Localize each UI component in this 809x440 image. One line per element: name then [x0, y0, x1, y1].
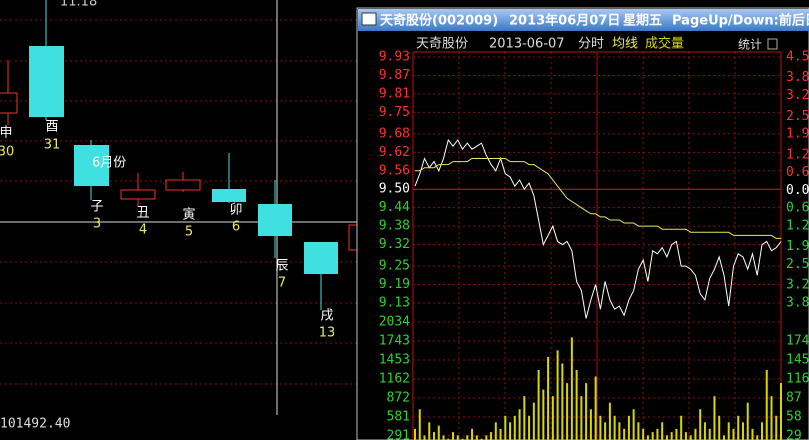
plot: 9.93 9.87 9.81 9.75 9.68 9.62 9.56 9.50 9.44 9.38… [379, 50, 809, 440]
volume-tick-label: 581 [387, 410, 410, 425]
average-line [415, 158, 781, 239]
y2-tick-label: 0.6 [786, 201, 809, 216]
y-tick-label: 9.19 [379, 277, 410, 292]
y-tick-label: 9.93 [379, 50, 410, 65]
y-tick-label: 9.87 [379, 68, 410, 83]
y-tick-label: 9.81 [379, 86, 410, 101]
bottom-label: 101492.40 [0, 417, 70, 432]
background-chart: 11.18 101492.40 6月份 申 30 酉 31 子 3 丑 4 寅 5 卯 6 辰 7 戌 13 [0, 0, 360, 432]
price-line [414, 138, 782, 319]
candle-day: 30 [0, 145, 14, 160]
stats-icon[interactable] [767, 38, 778, 50]
candle-label: 戌 [320, 309, 333, 324]
y-tick-label: 9.32 [379, 237, 410, 252]
volume-y2-tick-label: 29 [786, 428, 802, 440]
candle-label: 寅 [182, 207, 195, 223]
y2-tick-label: 1.9 [786, 127, 809, 142]
y-tick-label: 9.56 [379, 163, 410, 178]
volume-y2-tick-label: 58 [786, 410, 802, 425]
y-tick-label: 9.38 [379, 219, 410, 234]
popup-window: 天奇股份(002009) 2013年06月07日 星期五 PageUp/Down… [356, 7, 809, 440]
y2-tick-label: 1.9 [786, 239, 809, 254]
candle-label: 卯 [229, 203, 242, 218]
y2-tick-label: 1.2 [786, 147, 809, 162]
volume-tick-label: 872 [387, 390, 410, 405]
candle-day: 6 [232, 220, 240, 235]
legend-avg: 均线 [612, 37, 638, 52]
y-tick-label: 9.68 [379, 126, 410, 141]
window-title-hint: PageUp/Down:前后日 [672, 13, 809, 29]
candle-day: 3 [93, 217, 101, 232]
y-tick-label: 9.50 [379, 182, 410, 197]
candle-day: 7 [278, 276, 286, 291]
chart-date: 2013-06-07 [489, 37, 565, 52]
candle-day: 31 [44, 138, 61, 153]
window-icon [361, 12, 377, 26]
candle-day: 13 [319, 326, 336, 341]
top-label: 11.18 [60, 0, 97, 10]
candle-label: 酉 [45, 120, 58, 135]
y-tick-label: 9.25 [379, 259, 410, 274]
y-tick-label: 9.44 [379, 200, 410, 215]
y2-tick-label: 4.5 [786, 50, 809, 65]
volume-tick-label: 1453 [379, 353, 410, 368]
volume-tick-label: 1743 [379, 334, 410, 349]
candle-day: 4 [139, 223, 147, 238]
month-label: 6月份 [92, 156, 126, 171]
window-title: 天奇股份(002009) [380, 13, 498, 29]
y2-tick-label: 0.6 [786, 165, 809, 180]
title-bar [358, 9, 809, 31]
volume-y2-tick-label: 174 [786, 334, 809, 349]
y2-tick-label: 2.5 [786, 109, 809, 124]
candle-label: 申 [0, 126, 13, 141]
candles [0, 0, 360, 310]
y-tick-label: 9.13 [379, 296, 410, 311]
volume-tick-label: 2034 [379, 315, 410, 330]
y2-tick-label: 3.8 [786, 296, 809, 311]
y2-tick-label: 0.00 [786, 183, 809, 198]
volume-tick-label: 1162 [379, 372, 410, 387]
y-tick-label: 9.75 [379, 105, 410, 120]
chart-title: 天奇股份 [416, 36, 468, 52]
candle-label: 子 [90, 200, 103, 215]
candle-label: 丑 [136, 206, 149, 221]
candle-day: 5 [185, 225, 193, 240]
y2-tick-label: 3.2 [786, 278, 809, 293]
y2-tick-label: 3.8 [786, 70, 809, 85]
y2-tick-label: 3.2 [786, 88, 809, 103]
candle-labels: 申 30 酉 31 子 3 丑 4 寅 5 卯 6 辰 7 戌 13 [0, 120, 335, 341]
mode-label: 分时 [578, 37, 604, 52]
y2-tick-label: 1.2 [786, 218, 809, 233]
volume-tick-label: 291 [387, 428, 410, 440]
window-title-weekday: 星期五 [623, 14, 662, 29]
y-tick-label: 9.62 [379, 145, 410, 160]
volume-y2-tick-label: 87 [786, 390, 802, 405]
candle-label: 辰 [275, 259, 288, 274]
volume-y2-tick-label: 116 [786, 372, 809, 387]
y2-tick-label: 2.5 [786, 257, 809, 272]
stats-button[interactable]: 统计 [738, 38, 762, 52]
window-title-date: 2013年06月07日 [509, 13, 620, 29]
legend-volume: 成交量 [645, 36, 684, 52]
volume-y2-tick-label: 145 [786, 353, 809, 368]
